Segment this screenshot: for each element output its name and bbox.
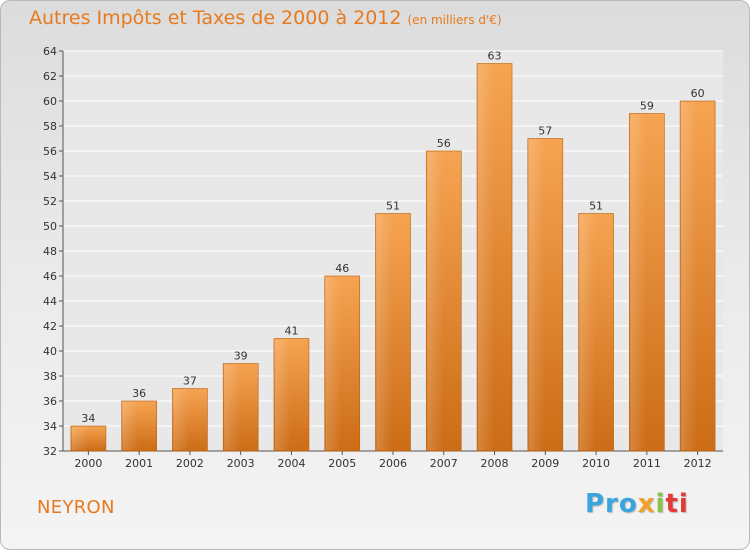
data-label-2000: 34 — [81, 412, 95, 425]
data-label-2004: 41 — [284, 325, 298, 338]
x-tick-label-2007: 2007 — [430, 457, 458, 470]
bar-highlight — [630, 114, 647, 450]
bar-highlight — [122, 402, 139, 450]
data-label-2006: 51 — [386, 200, 400, 213]
x-tick-label-2011: 2011 — [633, 457, 661, 470]
y-tick-label: 64 — [43, 45, 57, 58]
chart-title: Autres Impôts et Taxes de 2000 à 2012 (en… — [29, 7, 502, 29]
city-name: NEYRON — [37, 497, 115, 518]
y-tick-label: 34 — [43, 420, 57, 433]
x-axis-labels: 2000 2001 2002 2003 2004 2005 2006 2007 2008 2009… — [74, 451, 712, 470]
y-tick-label: 48 — [43, 245, 57, 258]
data-label-2009: 57 — [538, 125, 552, 138]
logo-part-4: ti — [665, 489, 689, 519]
bar-highlight — [224, 364, 240, 450]
bar-highlight — [427, 152, 444, 450]
x-tick-label-2012: 2012 — [684, 457, 712, 470]
logo-part-2: x — [637, 489, 656, 519]
bar-highlight — [274, 339, 291, 450]
data-label-2001: 36 — [132, 387, 146, 400]
x-tick-label-2005: 2005 — [328, 457, 356, 470]
data-label-2008: 63 — [488, 50, 502, 63]
proxiti-logo[interactable]: Proxiti — [585, 489, 689, 519]
logo-part-3: i — [655, 489, 666, 519]
y-tick-label: 50 — [43, 220, 57, 233]
bars: 34 36 37 39 41 46 51 56 63 57 51 59 60 — [70, 50, 716, 452]
x-tick-label-2000: 2000 — [74, 457, 102, 470]
x-tick-label-2004: 2004 — [277, 457, 305, 470]
data-label-2010: 51 — [589, 200, 603, 213]
y-tick-label: 32 — [43, 445, 57, 458]
data-label-2003: 39 — [234, 350, 248, 363]
data-label-2011: 59 — [640, 100, 654, 113]
x-tick-label-2001: 2001 — [125, 457, 153, 470]
y-tick-label: 56 — [43, 145, 57, 158]
data-label-2005: 46 — [335, 262, 349, 275]
y-tick-label: 62 — [43, 70, 57, 83]
y-tick-label: 38 — [43, 370, 57, 383]
y-tick-label: 40 — [43, 345, 57, 358]
y-tick-label: 60 — [43, 95, 57, 108]
bar-highlight — [681, 102, 697, 450]
x-tick-label-2002: 2002 — [176, 457, 204, 470]
x-tick-label-2010: 2010 — [582, 457, 610, 470]
y-tick-label: 54 — [43, 170, 57, 183]
chart-subtitle: (en milliers d'€) — [407, 13, 502, 27]
y-tick-label: 44 — [43, 295, 57, 308]
bar-highlight — [376, 214, 393, 450]
bar-highlight — [579, 214, 596, 450]
bar-highlight — [528, 139, 545, 450]
x-tick-label-2006: 2006 — [379, 457, 407, 470]
y-tick-label: 36 — [43, 395, 57, 408]
bar-highlight — [71, 427, 88, 450]
data-label-2012: 60 — [691, 87, 705, 100]
y-tick-label: 46 — [43, 270, 57, 283]
data-label-2002: 37 — [183, 375, 197, 388]
chart-title-text: Autres Impôts et Taxes de 2000 à 2012 — [29, 7, 402, 29]
y-tick-label: 42 — [43, 320, 57, 333]
y-tick-label: 58 — [43, 120, 57, 133]
bar-highlight — [478, 64, 494, 450]
x-tick-label-2009: 2009 — [531, 457, 559, 470]
bar-highlight — [173, 389, 190, 450]
bar-highlight — [325, 277, 342, 450]
data-label-2007: 56 — [437, 137, 451, 150]
y-tick-label: 52 — [43, 195, 57, 208]
x-tick-label-2003: 2003 — [227, 457, 255, 470]
x-tick-label-2008: 2008 — [481, 457, 509, 470]
logo-part-1: Pro — [585, 489, 638, 519]
